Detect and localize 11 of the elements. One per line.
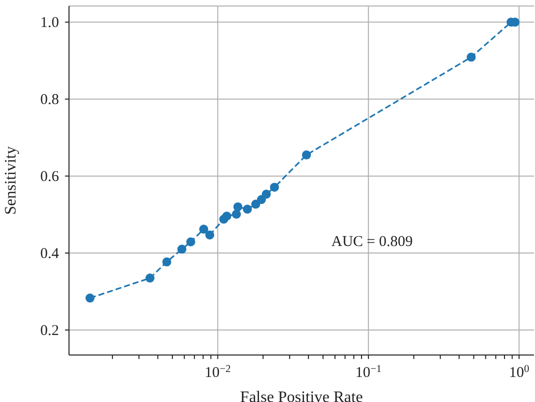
- y-tick-label: 1.0: [40, 15, 59, 32]
- x-tick-label: 10$^{0}$: [508, 364, 530, 381]
- x-axis-title: False Positive Rate: [240, 389, 363, 402]
- x-tick-label: 10$^{−2}$: [204, 364, 231, 381]
- y-tick-label: 0.2: [40, 322, 59, 339]
- x-tick-label: 10$^{−1}$: [355, 364, 382, 381]
- y-axis-title: Sensitivity: [2, 146, 20, 215]
- annotation: AUC = 0.809: [331, 234, 413, 250]
- y-tick-label: 0.4: [40, 246, 60, 262]
- y-tick-label: 0.8: [40, 92, 59, 108]
- y-tick-label: 0.6: [40, 169, 60, 186]
